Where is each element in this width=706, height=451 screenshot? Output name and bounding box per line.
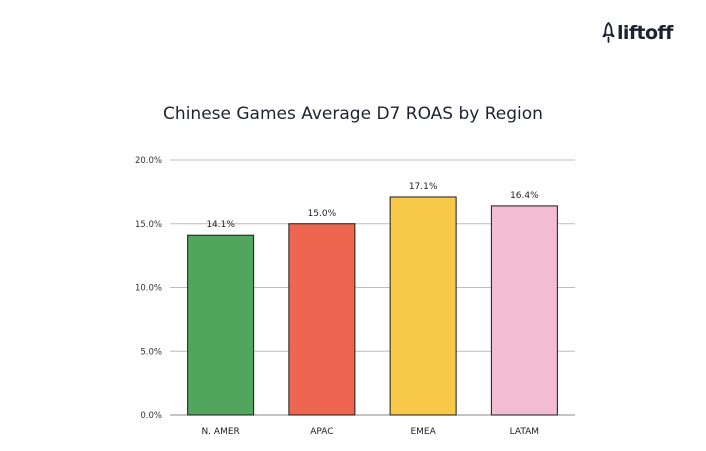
data-label: 14.1%	[206, 220, 235, 230]
bar	[389, 196, 457, 416]
rocket-icon	[602, 22, 615, 43]
x-tick-label: EMEA	[410, 427, 436, 437]
brand-name: liftoff	[617, 22, 673, 44]
y-tick-label: 15.0%	[135, 220, 162, 230]
x-tick-label: APAC	[310, 427, 333, 437]
x-tick-label: LATAM	[510, 427, 539, 437]
bar	[490, 205, 558, 416]
x-tick-label: N. AMER	[201, 427, 239, 437]
bar	[187, 234, 255, 416]
y-axis-ticks: 0.0% 5.0% 10.0% 15.0% 20.0%	[135, 156, 162, 421]
y-tick-label: 5.0%	[140, 347, 162, 357]
bar	[288, 223, 356, 416]
chart-title: Chinese Games Average D7 ROAS by Region	[163, 104, 543, 124]
value-labels: 14.1% 15.0% 17.1% 16.4%	[206, 182, 539, 230]
y-tick-label: 0.0%	[140, 411, 162, 421]
bars	[187, 196, 558, 416]
y-tick-label: 20.0%	[135, 156, 162, 166]
x-axis-categories: N. AMER APAC EMEA LATAM	[201, 427, 539, 437]
data-label: 15.0%	[308, 209, 337, 219]
brand-logo: liftoff	[602, 22, 673, 44]
data-label: 17.1%	[409, 182, 438, 192]
y-tick-label: 10.0%	[135, 284, 162, 294]
data-label: 16.4%	[510, 191, 539, 201]
